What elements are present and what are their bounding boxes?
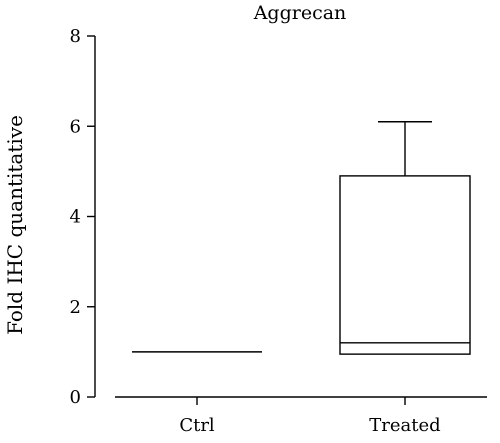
y-ticks: 0 2 4 6 8 xyxy=(70,26,95,408)
x-tick-label: Ctrl xyxy=(179,415,215,436)
y-tick-label: 6 xyxy=(70,116,81,137)
y-tick-label: 0 xyxy=(70,387,81,408)
y-tick-label: 8 xyxy=(70,26,81,47)
box-iqr xyxy=(339,175,471,355)
y-tick-label: 4 xyxy=(70,207,81,228)
y-tick-label: 2 xyxy=(70,297,81,318)
y-axis-label: Fold IHC quantitative xyxy=(3,115,27,335)
box-treated xyxy=(339,121,471,355)
boxes xyxy=(132,121,471,355)
x-tick-label: Treated xyxy=(369,415,440,436)
chart-title: Aggrecan xyxy=(253,2,347,24)
x-ticks: Ctrl Treated xyxy=(179,397,441,436)
